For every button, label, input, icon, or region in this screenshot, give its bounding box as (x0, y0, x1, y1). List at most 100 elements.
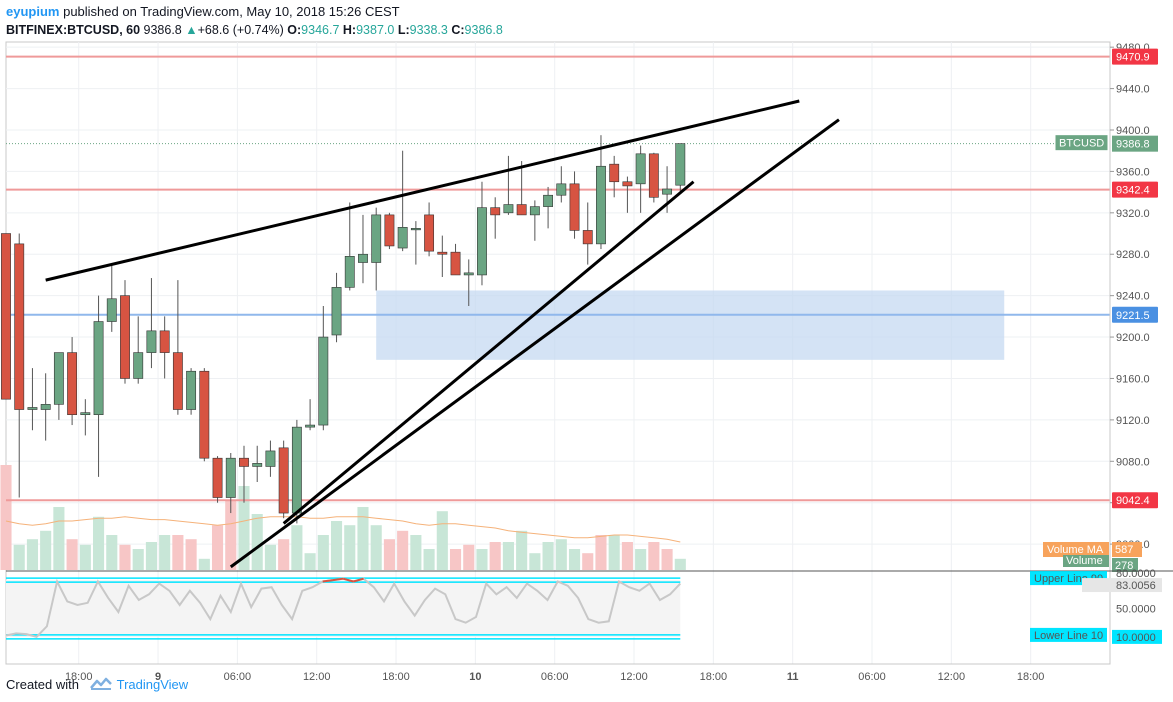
candle-body (556, 183, 567, 196)
candle-body (635, 153, 646, 185)
candle-body (212, 457, 223, 498)
volume-bar (264, 544, 276, 570)
candle-body (159, 330, 170, 353)
volume-bar (357, 507, 369, 570)
volume-bar (383, 539, 395, 570)
candle-body (344, 256, 355, 288)
candle-body (477, 207, 487, 276)
oscillator-band (6, 580, 681, 637)
price-change: +68.6 (+0.74%) (197, 23, 284, 37)
candle-body (27, 407, 38, 410)
tradingview-logo-icon (89, 677, 112, 690)
trend-line (229, 118, 840, 569)
time-axis-label: 12:00 (620, 671, 648, 683)
candle-body (503, 204, 514, 214)
volume-bar (489, 542, 501, 570)
volume-bar (0, 465, 12, 570)
volume-bar (516, 530, 528, 570)
price-tick-label: 9280.0 (1116, 249, 1150, 261)
publisher-username[interactable]: eyupium (6, 4, 60, 19)
volume-bar (330, 521, 343, 570)
volume-bar (595, 535, 607, 570)
volume-value: 278 (1115, 560, 1133, 572)
candle-body (93, 321, 104, 416)
price-level-badge (1112, 492, 1158, 509)
volume-bar (66, 539, 78, 570)
open-value: 9346.7 (301, 23, 340, 37)
candle-body (40, 404, 51, 410)
oscillator-axis-label: 83.0056 (1116, 580, 1156, 592)
volume-bar (449, 549, 462, 570)
candle-body (529, 206, 540, 216)
price-level-badge-label: 9470.9 (1116, 52, 1150, 64)
volume-bar (476, 549, 488, 570)
oscillator-overbought-segment (353, 577, 364, 583)
volume-bar (238, 486, 250, 570)
candle-body (543, 194, 554, 207)
volume-bar (370, 525, 382, 570)
volume-bar (344, 525, 356, 570)
support-zone (376, 290, 1005, 360)
volume-bar (225, 500, 237, 570)
candle-body (675, 143, 686, 186)
time-axis-label: 9 (155, 671, 161, 683)
oscillator-overbought-segment (332, 577, 344, 582)
candle-body (146, 330, 157, 353)
candle-body (239, 457, 249, 467)
tradingview-brand-link[interactable]: TradingView (116, 677, 189, 692)
volume-value-badge (1112, 558, 1138, 572)
candle-body (80, 412, 91, 416)
price-tick-label: 9320.0 (1116, 208, 1150, 220)
up-arrow-icon: ▲ (185, 23, 198, 37)
volume-ma-label: Volume MA (1047, 544, 1104, 556)
volume-bar (172, 535, 184, 570)
candle-body (53, 352, 64, 405)
volume-bar (423, 549, 435, 570)
candle-body (596, 165, 606, 245)
candle-body (410, 228, 421, 231)
price-level-badge-label: 9042.4 (1116, 495, 1150, 507)
volume-bar (661, 549, 673, 570)
trend-line (282, 180, 695, 525)
candle-body (582, 230, 593, 245)
time-axis-label: 11 (787, 671, 799, 683)
volume-badge (1063, 555, 1109, 567)
price-tick-label: 9440.0 (1116, 84, 1150, 96)
volume-bar (132, 549, 144, 570)
time-axis-label: 06:00 (858, 671, 886, 683)
candle-body (384, 214, 395, 247)
candle-body (569, 183, 580, 231)
time-axis-label: 18:00 (65, 671, 93, 683)
candle-body (463, 272, 474, 276)
close-label: C: (451, 23, 465, 37)
lower-line-badge (1030, 627, 1107, 642)
volume-bar (26, 539, 38, 570)
volume-bar (674, 558, 686, 570)
price-level-badge (1112, 306, 1158, 323)
open-label: O: (287, 23, 302, 37)
candle-body (622, 181, 633, 187)
price-tick-label: 9400.0 (1116, 125, 1150, 137)
symbol-info-line: BITFINEX:BTCUSD, 60 9386.8 ▲+68.6 (+0.74… (6, 22, 503, 38)
candle-body (1, 233, 11, 400)
price-tick-label: 9200.0 (1116, 332, 1150, 344)
lower-line-label: Lower Line 10 (1034, 630, 1103, 642)
volume-bar (251, 514, 263, 570)
oscillator-overbought-segment (342, 577, 354, 583)
low-label: L: (397, 23, 410, 37)
current-price-badge (1112, 135, 1158, 152)
time-axis-label: 18:00 (700, 671, 728, 683)
oscillator-axis-label: 50.0000 (1116, 604, 1156, 616)
candle-body (450, 251, 461, 276)
candle-body (371, 214, 382, 263)
volume-bar (582, 553, 594, 570)
volume-bar (185, 539, 197, 570)
price-tick-label: 9160.0 (1116, 373, 1150, 385)
volume-bar (92, 516, 105, 570)
candle-body (199, 370, 210, 459)
volume-ma-value: 587 (1115, 544, 1133, 556)
oscillator-axis-badge (1082, 578, 1162, 593)
low-value: 9338.3 (409, 23, 448, 37)
candle-body (490, 207, 501, 216)
